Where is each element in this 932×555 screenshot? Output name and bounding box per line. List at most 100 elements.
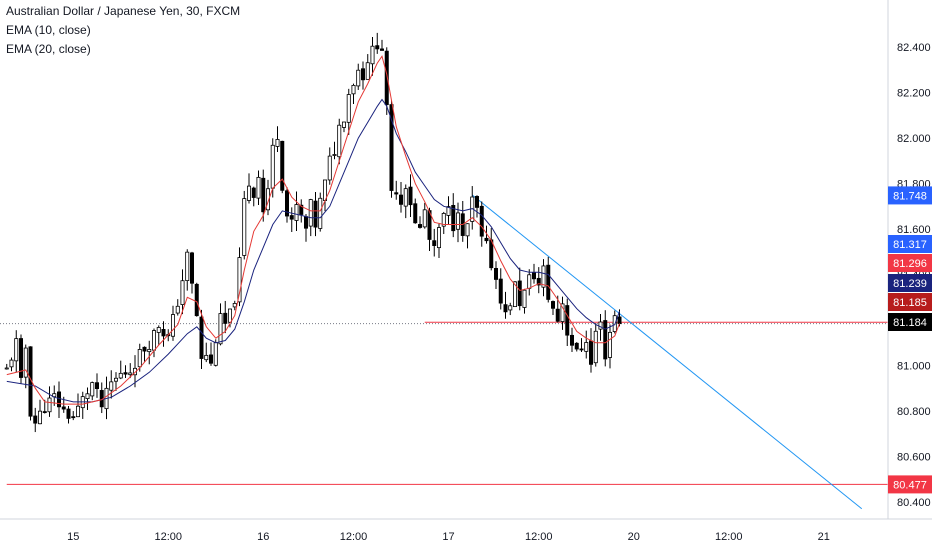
candle-body [532,272,537,280]
candle-body [332,154,337,156]
price-label-bg [888,293,932,311]
candle-body [61,406,66,410]
candle-body [394,192,399,195]
candle-body [256,176,261,199]
candle-body [436,227,441,249]
candle-body [541,265,546,288]
candle-body [280,140,285,191]
candle-body [261,177,266,213]
candle-body [270,144,275,189]
x-tick-label: 12:00 [154,531,182,543]
candle-body [313,200,318,228]
candle-body [570,334,575,346]
x-tick-label: 12:00 [340,531,368,543]
price-label-bg [888,313,932,331]
candle-body [275,139,280,147]
candle-body [308,199,313,227]
y-tick-label: 82.000 [897,133,931,145]
candle-body [370,45,375,65]
trendline [471,194,863,510]
candle-body [142,346,147,352]
candle-body [9,359,14,368]
candle-body [603,320,608,360]
candle-body [584,342,589,352]
candle-body [503,304,508,313]
candle-body [441,213,446,227]
price-label-bg [888,254,932,272]
candle-body [522,289,527,308]
candle-body [57,391,62,408]
candle-body [455,212,460,230]
price-label: 80.477 [893,479,927,491]
candle-body [408,186,413,206]
candle-body [185,251,190,281]
candle-body [379,48,384,51]
candle-body [555,308,560,322]
candle-body [66,408,71,419]
candle-body [551,301,556,309]
candle-body [47,397,52,413]
price-label: 81.185 [893,297,927,309]
candle-body [303,216,308,229]
candle-body [95,382,100,390]
candle-body [356,69,361,87]
candle-body [579,348,584,351]
price-label-bg [888,186,932,205]
price-label-bg [888,235,932,253]
price-label: 81.239 [893,278,927,290]
candle-body [360,68,365,81]
x-tick-label: 21 [818,531,830,543]
price-label: 81.748 [893,190,927,202]
candle-body [536,277,541,286]
candle-body [574,342,579,350]
candle-body [446,206,451,216]
candle-body [137,349,142,368]
candle-body [593,330,598,364]
candle-body [18,338,23,378]
x-tick-label: 12:00 [525,531,553,543]
candle-body [489,239,494,269]
candle-body [156,327,161,333]
candle-body [451,204,456,232]
candle-body [242,198,247,256]
candle-body [232,303,237,308]
candle-body [175,305,180,314]
candle-body [560,303,565,322]
candle-body [565,305,570,336]
candle-body [218,313,223,345]
candle-body [384,50,389,105]
y-tick-label: 82.200 [897,88,931,100]
candle-body [375,45,380,50]
candle-body [151,330,156,351]
candle-body [341,121,346,128]
x-tick-label: 17 [442,531,454,543]
candle-body [337,124,342,158]
candle-body [351,84,356,95]
candle-body [294,204,299,221]
y-tick-label: 81.600 [897,224,931,236]
candle-body [365,62,370,80]
candle-body [517,280,522,307]
candle-body [608,331,613,358]
candle-body [617,316,622,325]
candle-body [427,210,432,240]
candle-body [114,377,119,382]
candle-body [474,196,479,208]
candle-body [327,155,332,181]
candle-body [237,257,242,303]
candle-body [251,187,256,198]
candle-body [318,197,323,229]
candle-body [498,278,503,304]
price-label-bg [888,274,932,292]
candle-body [208,354,213,364]
candle-body [223,312,228,324]
candle-body [71,416,76,419]
y-tick-label: 81.000 [897,360,931,372]
y-tick-label: 80.800 [897,406,931,418]
candle-body [213,342,218,366]
candle-body [484,237,489,242]
chart-title: Australian Dollar / Japanese Yen, 30, FX… [6,4,241,18]
x-tick-label: 16 [257,531,269,543]
